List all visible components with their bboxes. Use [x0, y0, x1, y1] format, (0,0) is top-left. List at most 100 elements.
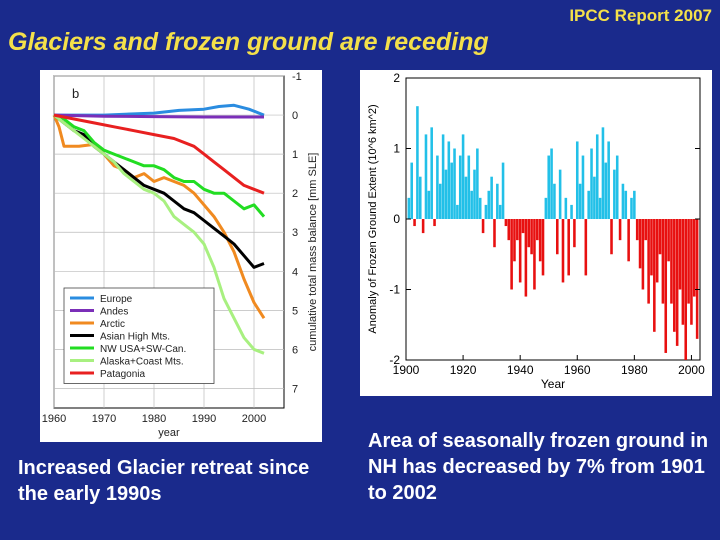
anomaly-bar [507, 219, 511, 241]
anomaly-bar [513, 219, 516, 262]
y-axis-label: Anomaly of Frozen Ground Extent (10^6 km… [367, 104, 379, 333]
anomaly-bar [615, 155, 619, 219]
y-tick-label: 2 [393, 71, 400, 85]
anomaly-bar [590, 148, 593, 219]
anomaly-bar [644, 219, 648, 241]
anomaly-bar [693, 219, 696, 297]
anomaly-bar [595, 134, 599, 219]
anomaly-bar [478, 197, 482, 219]
x-tick-label: 1940 [507, 363, 534, 377]
anomaly-bar [604, 162, 608, 219]
x-tick-label: 1990 [192, 413, 216, 425]
anomaly-bar [484, 204, 488, 219]
y-tick-label: -1 [389, 283, 400, 297]
anomaly-bar [496, 183, 499, 219]
anomaly-bar [584, 219, 588, 276]
x-axis-label: year [158, 427, 180, 439]
anomaly-bar [493, 219, 496, 248]
anomaly-bar [498, 204, 502, 219]
anomaly-bar [650, 219, 653, 276]
y-tick-label: 2 [292, 188, 298, 200]
anomaly-bar [481, 219, 485, 234]
anomaly-bar [524, 219, 528, 297]
anomaly-bar [473, 169, 476, 219]
y-tick-label: -1 [292, 71, 302, 83]
anomaly-bar [658, 219, 662, 255]
anomaly-bar [578, 183, 582, 219]
y-tick-label: 0 [292, 110, 298, 122]
anomaly-bar [536, 219, 539, 241]
x-tick-label: 2000 [242, 413, 266, 425]
series-line [53, 113, 264, 119]
anomaly-bar [653, 219, 656, 332]
anomaly-bar [624, 190, 628, 219]
anomaly-bar [598, 197, 602, 219]
y-tick-label: 0 [393, 212, 400, 226]
series-line [53, 113, 266, 218]
y-tick-label: 6 [292, 344, 298, 356]
x-tick-label: 1970 [92, 413, 116, 425]
anomaly-bar [564, 197, 568, 219]
anomaly-bar [441, 134, 445, 219]
anomaly-bar [467, 155, 471, 219]
anomaly-bar [593, 176, 596, 219]
anomaly-bar [667, 219, 670, 262]
anomaly-bar [681, 219, 685, 325]
slide-title: Glaciers and frozen ground are receding [8, 28, 489, 56]
legend-label: NW USA+SW-Can. [100, 344, 186, 355]
y-axis-label: cumulative total mass balance [mm SLE] [307, 153, 319, 352]
anomaly-bar [655, 219, 659, 283]
legend-label: Asian High Mts. [100, 332, 170, 343]
anomaly-bar [416, 106, 419, 219]
anomaly-bar [601, 127, 605, 219]
anomaly-bar [638, 219, 642, 269]
anomaly-bar [436, 155, 439, 219]
anomaly-bar [533, 219, 536, 290]
anomaly-bar [407, 197, 411, 219]
anomaly-bar [610, 219, 613, 255]
anomaly-bar [621, 183, 625, 219]
anomaly-bar [558, 169, 562, 219]
anomaly-bar [575, 141, 579, 219]
anomaly-bar [538, 219, 542, 262]
x-tick-label: 2000 [678, 363, 705, 377]
anomaly-bar [695, 219, 699, 339]
anomaly-bar [413, 219, 416, 227]
x-tick-label: 1960 [564, 363, 591, 377]
frozen-ground-caption: Area of seasonally frozen ground in NH h… [368, 430, 709, 504]
anomaly-bar [450, 162, 453, 219]
y-tick-label: 4 [292, 266, 298, 278]
anomaly-bar [424, 134, 428, 219]
anomaly-bar [521, 219, 525, 234]
y-tick-label: 1 [292, 149, 298, 161]
anomaly-bar [547, 155, 551, 219]
anomaly-bar [453, 148, 456, 219]
anomaly-bar [587, 190, 590, 219]
anomaly-bar [618, 219, 622, 241]
anomaly-bar [687, 219, 690, 304]
anomaly-bar [661, 219, 665, 304]
anomaly-bar [573, 219, 576, 248]
anomaly-bar [627, 219, 630, 262]
series-line [54, 103, 265, 117]
y-tick-label: 1 [393, 142, 400, 156]
anomaly-bar [527, 219, 531, 248]
anomaly-bar [458, 155, 462, 219]
anomaly-bar [641, 219, 645, 290]
anomaly-bar [550, 148, 553, 219]
anomaly-bar [541, 219, 545, 276]
anomaly-bar [570, 204, 573, 219]
legend-label: Arctic [100, 319, 125, 330]
y-tick-label: 7 [292, 383, 298, 395]
anomaly-bar [501, 162, 505, 219]
x-tick-label: 1980 [142, 413, 166, 425]
anomaly-bar [464, 176, 468, 219]
anomaly-bar [421, 219, 425, 234]
anomaly-bar [633, 190, 636, 219]
anomaly-bar [476, 148, 479, 219]
anomaly-bar [456, 204, 459, 219]
anomaly-bar [670, 219, 673, 304]
anomaly-bar [613, 169, 616, 219]
anomaly-bar [630, 197, 633, 219]
anomaly-bar [561, 219, 565, 283]
